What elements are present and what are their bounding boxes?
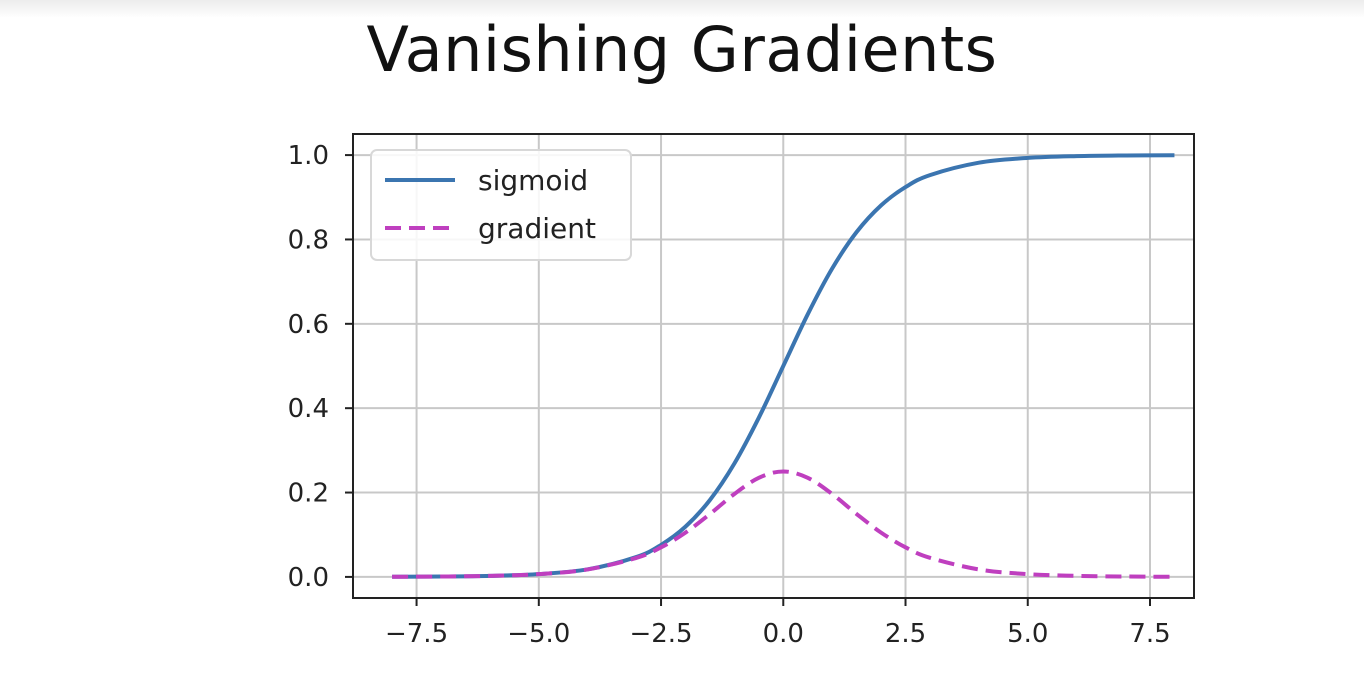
y-tick-label: 0.4 [288,394,329,424]
plot-frame [352,133,1195,599]
x-tick-label: −7.5 [385,619,448,649]
window-top-band [0,0,1364,18]
legend-label-sigmoid: sigmoid [478,164,588,197]
legend: sigmoid gradient [370,149,632,261]
y-tick-label: 0.6 [288,310,329,340]
x-tick-label: 5.0 [1007,619,1048,649]
slide-title: Vanishing Gradients [366,13,998,86]
x-tick-label: 7.5 [1129,619,1170,649]
x-tick-label: 2.5 [885,619,926,649]
legend-box [370,149,632,261]
series-line-gradient [392,469,1175,579]
ticks-layer: −7.5 −5.0 −2.5 0.0 2.5 5.0 7.5 0.0 0.2 0.4 0.6 0.8 1… [288,141,1171,649]
x-tick-label: 0.0 [763,619,804,649]
y-tick-label: 0.0 [288,563,329,593]
y-tick-label: 1.0 [288,141,329,171]
series-layer [392,153,1175,579]
x-tick-label: −2.5 [629,619,692,649]
y-tick-label: 0.8 [288,225,329,255]
x-tick-label: −5.0 [507,619,570,649]
legend-label-gradient: gradient [478,212,596,245]
y-tick-label: 0.2 [288,479,329,509]
